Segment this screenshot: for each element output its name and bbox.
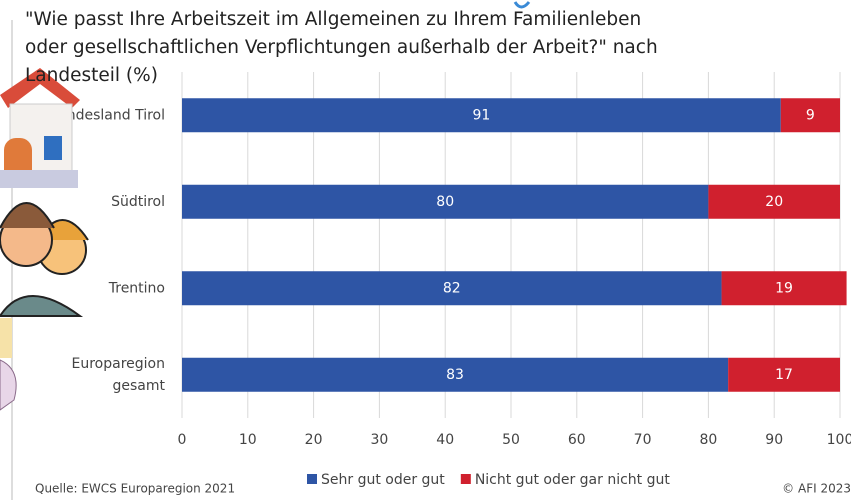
decor: [513, 1, 531, 9]
person-hair: [0, 202, 55, 229]
y-tick-label: Europaregion gesamt: [72, 356, 166, 394]
bar: [182, 98, 781, 133]
x-tick-label: 80: [699, 432, 717, 448]
x-tick-label: 90: [765, 432, 783, 448]
icons: [0, 68, 89, 411]
data-label: 82: [443, 280, 461, 296]
legend-label: Sehr gut oder gut: [321, 472, 445, 488]
data-label: 9: [806, 107, 815, 123]
x-tick-label: 10: [239, 432, 257, 448]
data-label: 19: [775, 280, 793, 296]
house-window: [44, 136, 62, 160]
bar: [182, 271, 722, 306]
decor: [0, 318, 12, 358]
x-tick-label: 60: [568, 432, 586, 448]
source: Quelle: EWCS Europaregion 2021: [35, 482, 235, 496]
legend-label: Nicht gut oder gar nicht gut: [475, 472, 671, 488]
x-tick-label: 70: [634, 432, 652, 448]
data-label: 80: [436, 194, 454, 210]
legend-swatch: [460, 474, 471, 484]
legend-swatch: [307, 474, 317, 484]
y-tick-label: Südtirol: [111, 194, 165, 210]
person-body: [0, 295, 84, 317]
x-tick-label: 0: [178, 432, 187, 448]
x-tick-label: 30: [370, 432, 388, 448]
bar: [721, 271, 847, 306]
bar: [182, 357, 729, 392]
data-label: 17: [775, 367, 793, 383]
decor: [0, 359, 17, 411]
x-tick-label: 100: [827, 432, 851, 448]
data-label: 83: [446, 367, 464, 383]
house-base: [0, 170, 78, 188]
bar: [728, 357, 840, 392]
x-tick-label: 40: [436, 432, 454, 448]
chart-title: "Wie passt Ihre Arbeitszeit im Allgemein…: [25, 9, 658, 86]
bar: [780, 98, 840, 133]
house-roof: [0, 68, 80, 108]
bar: [708, 184, 840, 219]
credit: © AFI 2023: [782, 482, 851, 496]
data-label: 20: [765, 194, 783, 210]
data-label: 91: [472, 107, 490, 123]
y-tick-label: Bundesland Tirol: [48, 107, 165, 123]
bar: [182, 184, 709, 219]
x-tick-label: 20: [305, 432, 323, 448]
x-tick-label: 50: [502, 432, 520, 448]
y-tick-label: Trentino: [108, 280, 165, 296]
